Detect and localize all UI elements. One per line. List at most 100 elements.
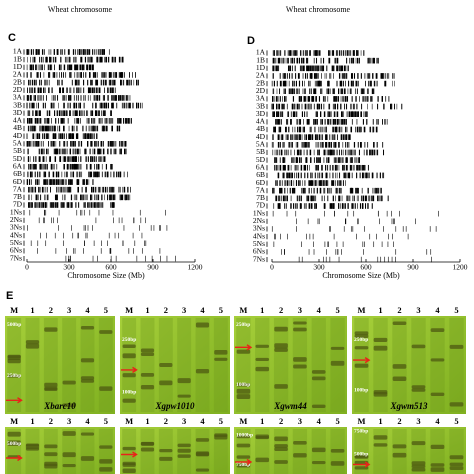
- lane-smear: [177, 318, 192, 412]
- lane-smear: [25, 429, 40, 474]
- lane-label: M: [10, 305, 18, 315]
- band: [330, 461, 345, 466]
- band: [354, 334, 369, 339]
- band: [274, 326, 288, 332]
- band: [293, 321, 307, 325]
- lane-label: 5: [219, 416, 223, 426]
- panel-label: E: [6, 290, 13, 302]
- band: [354, 455, 369, 459]
- lane-label: 1: [30, 305, 34, 315]
- band: [99, 386, 113, 391]
- gel-image: [234, 427, 347, 474]
- band: [392, 452, 407, 458]
- lane-smear: [122, 318, 137, 412]
- gel-image: [5, 316, 115, 414]
- band: [140, 447, 155, 452]
- lane-label: 1: [260, 305, 264, 315]
- band: [274, 460, 288, 464]
- lane-label: 1: [145, 416, 149, 426]
- band: [62, 452, 76, 458]
- band: [293, 327, 307, 332]
- lane-label: 5: [335, 416, 339, 426]
- lane-label: 2: [397, 305, 401, 315]
- band: [80, 376, 95, 381]
- lane-smear: [25, 318, 40, 412]
- chromosome-label: 5B: [13, 146, 22, 155]
- band: [236, 463, 251, 468]
- chromosome-label: 1Ns: [10, 207, 22, 216]
- chromosome-label: 2Ns: [10, 215, 22, 224]
- band: [140, 352, 155, 356]
- lane-smear: [122, 429, 137, 474]
- chromosome-label: 2Ns: [253, 216, 265, 225]
- band: [159, 456, 173, 461]
- x-tick-label: 900: [407, 263, 419, 272]
- band: [311, 370, 326, 374]
- lane-label: 4: [435, 416, 440, 426]
- band: [255, 457, 270, 463]
- x-tick-label: 600: [360, 263, 372, 272]
- marker-name: Xgwm513: [389, 401, 428, 411]
- band: [354, 346, 369, 350]
- chromosome-label: 1D: [256, 63, 266, 72]
- chromosome-label: 7B: [13, 192, 22, 201]
- gel-image: [352, 316, 466, 414]
- lane-smear: [7, 429, 22, 474]
- band: [62, 464, 76, 468]
- band: [25, 343, 40, 349]
- lane-label: 2: [164, 305, 168, 315]
- x-tick-label: 1200: [188, 263, 203, 272]
- band: [140, 441, 155, 446]
- band: [25, 444, 40, 449]
- band: [354, 460, 369, 465]
- band: [293, 357, 307, 362]
- band: [44, 387, 58, 392]
- band: [159, 363, 173, 368]
- lane-label: 2: [279, 416, 283, 426]
- chromosome-label: 3Ns: [10, 223, 22, 232]
- lane-label: 2: [397, 416, 401, 426]
- band: [62, 403, 76, 408]
- x-axis-label: Wheat chromosome: [286, 5, 351, 14]
- band: [449, 455, 464, 460]
- band: [195, 368, 210, 374]
- band: [354, 466, 369, 470]
- lane-smear: [7, 318, 22, 412]
- band: [99, 459, 113, 464]
- lane-label: 1: [145, 305, 149, 315]
- band: [44, 452, 58, 457]
- lane-smear: [373, 429, 388, 474]
- band: [214, 349, 228, 355]
- lane-label: 5: [454, 416, 458, 426]
- chromosome-label: 6Ns: [10, 246, 22, 255]
- lane-smear: [213, 429, 228, 474]
- panel-label: C: [8, 32, 16, 44]
- band: [274, 343, 288, 349]
- lane-label: 4: [435, 305, 440, 315]
- lane-label: 3: [416, 305, 420, 315]
- band: [122, 463, 136, 467]
- chromosome-label: 6A: [13, 161, 23, 170]
- band: [140, 372, 155, 377]
- band: [293, 453, 307, 458]
- chromosome-label: 3A: [256, 94, 266, 103]
- chromosome-label: 7D: [256, 201, 266, 210]
- band: [80, 456, 95, 461]
- chromosome-label: 7Ns: [253, 254, 265, 263]
- lane-label: M: [239, 416, 247, 426]
- size-label: 100bp: [354, 387, 368, 393]
- band: [354, 363, 369, 368]
- chromosome-label: 6A: [256, 162, 266, 171]
- lane-label: 1: [260, 416, 264, 426]
- chromosome-label: 3D: [13, 108, 23, 117]
- lane-label: 5: [454, 305, 458, 315]
- chromosome-label: 2A: [13, 70, 23, 79]
- chromosome-label: 3B: [256, 101, 265, 110]
- band: [99, 445, 113, 449]
- lane-smear: [292, 429, 308, 474]
- chromosome-label: 1D: [13, 62, 23, 71]
- band: [122, 446, 136, 451]
- gel-image: [120, 316, 230, 414]
- chromosome-label: 2B: [13, 77, 22, 86]
- band: [195, 468, 210, 472]
